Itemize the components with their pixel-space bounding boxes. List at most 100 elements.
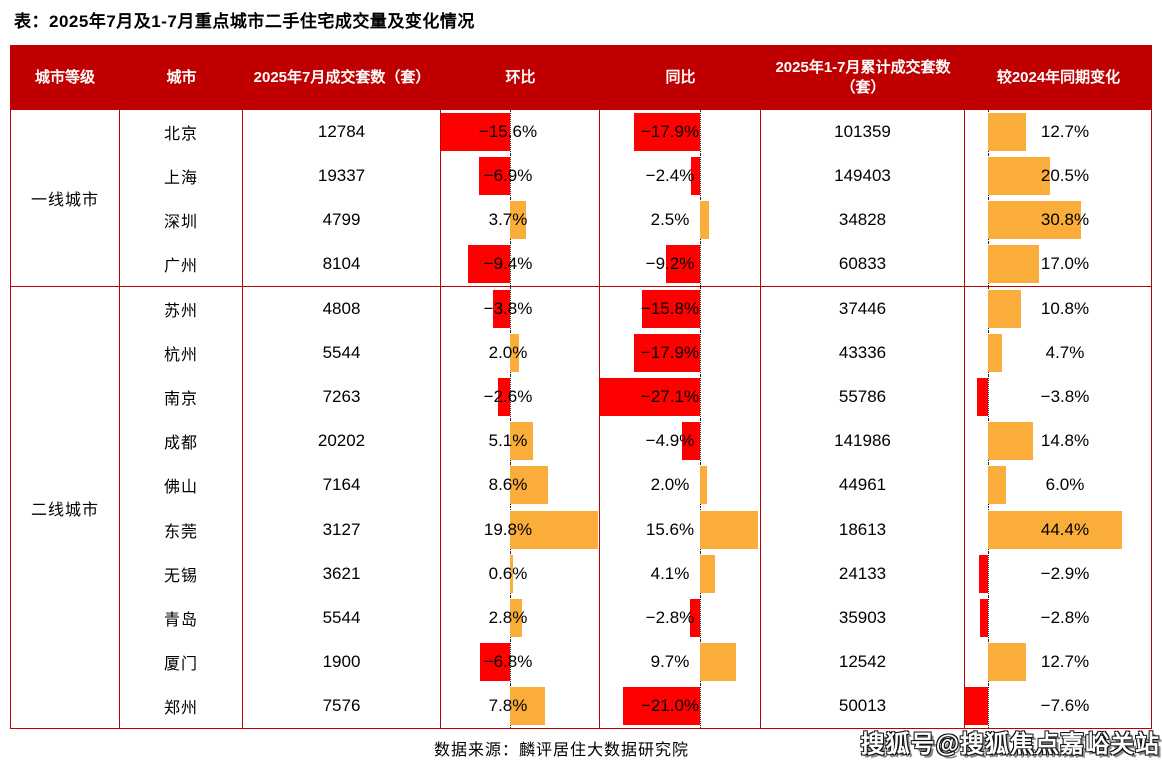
table-row: 成都 20202 5.1% −4.9% 141986 14.8%: [119, 419, 1151, 464]
zero-axis-line: [988, 375, 989, 420]
yoy-bar: [700, 642, 736, 681]
mom-bar: [479, 157, 510, 195]
zero-axis-line: [700, 110, 701, 154]
zero-axis-line: [700, 419, 701, 464]
tier-label: 二线城市: [30, 501, 99, 519]
zero-axis-line: [700, 595, 701, 640]
chg-bar-cell: −7.6%: [964, 683, 1151, 728]
jul-sales-value: 4808: [242, 287, 440, 332]
yoy-bar-cell: 15.6%: [599, 507, 760, 552]
yoy-bar: [700, 554, 716, 593]
chg-bar: [988, 642, 1027, 681]
chg-bar-cell: 14.8%: [964, 419, 1151, 464]
yoy-value-label: −15.8%: [640, 299, 700, 319]
chg-bar: [988, 201, 1082, 239]
cum-sales-value: 101359: [760, 110, 964, 154]
zero-axis-line: [510, 110, 511, 154]
zero-axis-line: [988, 683, 989, 728]
mom-value-label: −2.6%: [483, 387, 533, 407]
yoy-bar: [600, 378, 700, 417]
header-city-tier: 城市等级: [34, 68, 95, 86]
yoy-bar-cell: 2.0%: [599, 463, 760, 508]
mom-bar-cell: −2.6%: [440, 375, 599, 420]
zero-axis-line: [988, 595, 989, 640]
chg-value-label: 30.8%: [1040, 210, 1090, 229]
chg-value-label: −2.9%: [1040, 563, 1090, 583]
yoy-value-label: 4.1%: [650, 563, 690, 583]
chg-bar-cell: 12.7%: [964, 110, 1151, 154]
jul-sales-value: 3621: [242, 551, 440, 596]
cum-sales-value: 43336: [760, 331, 964, 376]
table-row: 佛山 7164 8.6% 2.0% 44961 6.0%: [119, 463, 1151, 508]
chg-bar-cell: 44.4%: [964, 507, 1151, 552]
city-name: 深圳: [119, 198, 242, 242]
yoy-value-label: −2.8%: [645, 607, 695, 627]
zero-axis-line: [988, 551, 989, 596]
yoy-bar-cell: −2.8%: [599, 595, 760, 640]
table-row: 青岛 5544 2.8% −2.8% 35903 −2.8%: [119, 595, 1151, 640]
city-name: 东莞: [119, 507, 242, 552]
yoy-bar-cell: −9.2%: [599, 242, 760, 286]
cum-sales-value: 149403: [760, 154, 964, 198]
table-row: 南京 7263 −2.6% −27.1% 55786 −3.8%: [119, 375, 1151, 420]
mom-bar-cell: 2.0%: [440, 331, 599, 376]
mom-bar: [441, 113, 510, 151]
chg-bar: [979, 554, 988, 593]
table-row: 深圳 4799 3.7% 2.5% 34828 30.8%: [119, 198, 1151, 242]
chg-value-label: 17.0%: [1040, 254, 1090, 273]
yoy-value-label: 9.7%: [650, 651, 690, 671]
yoy-bar-cell: −17.9%: [599, 331, 760, 376]
mom-value-label: −6.8%: [483, 651, 533, 671]
jul-sales-value: 20202: [242, 419, 440, 464]
mom-value-label: 0.6%: [488, 563, 528, 583]
yoy-value-label: −27.1%: [640, 387, 700, 407]
city-name: 广州: [119, 242, 242, 286]
chg-bar: [988, 334, 1003, 373]
table-body: 一线城市 北京 12784 −15.6% −17.9% 101359 12.7% 上海 1933…: [10, 110, 1152, 729]
mom-bar-cell: −3.8%: [440, 287, 599, 332]
cum-sales-value: 12542: [760, 639, 964, 684]
yoy-bar-cell: 2.5%: [599, 198, 760, 242]
table-row: 苏州 4808 −3.8% −15.8% 37446 10.8%: [119, 287, 1151, 332]
jul-sales-value: 7576: [242, 683, 440, 728]
yoy-bar: [633, 113, 700, 151]
yoy-value-label: 15.6%: [645, 519, 695, 539]
mom-bar-cell: 5.1%: [440, 419, 599, 464]
table-header-row: 城市等级 城市 2025年7月成交套数（套） 环比 同比 2025年1-7月累计…: [10, 45, 1152, 110]
mom-bar-cell: −6.8%: [440, 639, 599, 684]
yoy-bar: [700, 510, 758, 549]
mom-bar: [510, 201, 527, 239]
chg-bar-cell: 17.0%: [964, 242, 1151, 286]
mom-bar-cell: 0.6%: [440, 551, 599, 596]
chg-bar-cell: 12.7%: [964, 639, 1151, 684]
table-row: 广州 8104 −9.4% −9.2% 60833 17.0%: [119, 242, 1151, 286]
yoy-bar: [633, 334, 700, 373]
mom-bar-cell: −6.9%: [440, 154, 599, 198]
chg-value-label: 14.8%: [1040, 431, 1090, 451]
yoy-value-label: 2.0%: [650, 475, 690, 495]
mom-value-label: −15.6%: [478, 122, 538, 141]
table-row: 北京 12784 −15.6% −17.9% 101359 12.7%: [119, 110, 1151, 154]
cum-sales-value: 44961: [760, 463, 964, 508]
chg-bar-cell: 4.7%: [964, 331, 1151, 376]
housing-table: 城市等级 城市 2025年7月成交套数（套） 环比 同比 2025年1-7月累计…: [10, 45, 1152, 729]
zero-axis-line: [510, 287, 511, 332]
jul-sales-value: 5544: [242, 595, 440, 640]
chg-bar: [965, 686, 988, 725]
table-row: 厦门 1900 −6.8% 9.7% 12542 12.7%: [119, 639, 1151, 684]
mom-bar-cell: 8.6%: [440, 463, 599, 508]
yoy-bar-cell: −15.8%: [599, 287, 760, 332]
yoy-bar: [641, 290, 700, 329]
cum-sales-value: 141986: [760, 419, 964, 464]
chg-value-label: 12.7%: [1040, 651, 1090, 671]
city-name: 厦门: [119, 639, 242, 684]
jul-sales-value: 19337: [242, 154, 440, 198]
city-name: 苏州: [119, 287, 242, 332]
chg-bar: [979, 598, 988, 637]
yoy-bar-cell: −27.1%: [599, 375, 760, 420]
zero-axis-line: [700, 375, 701, 420]
chg-value-label: 10.8%: [1040, 299, 1090, 319]
cum-sales-value: 37446: [760, 287, 964, 332]
jul-sales-value: 12784: [242, 110, 440, 154]
chg-bar-cell: 10.8%: [964, 287, 1151, 332]
